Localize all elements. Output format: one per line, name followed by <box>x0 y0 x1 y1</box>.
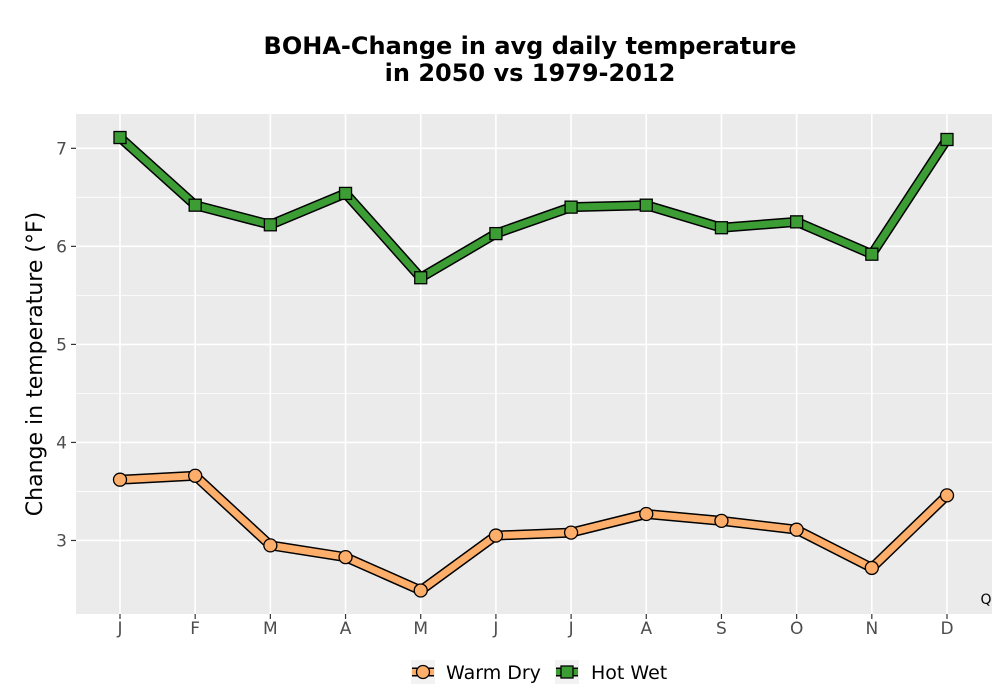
warm-dry-point <box>714 513 729 529</box>
x-tick-label: A <box>640 619 652 639</box>
hot-wet-point <box>489 226 503 241</box>
warm-dry-point <box>939 488 955 503</box>
hot-wet-legend-marker <box>560 665 574 679</box>
warm-dry-point <box>639 506 654 522</box>
series-layer <box>112 130 955 598</box>
x-tick-label: S <box>716 619 727 639</box>
x-tick-label: D <box>940 619 953 639</box>
y-tick-label: 4 <box>56 433 67 453</box>
hot-wet-line <box>116 134 951 282</box>
warm-dry-line <box>116 472 951 594</box>
x-tick-label: M <box>263 619 278 639</box>
warm-dry-legend-label: Warm Dry <box>446 662 541 684</box>
corner-label: Q <box>980 592 991 608</box>
x-tick-label: A <box>340 619 352 639</box>
warm-dry-point <box>488 528 504 543</box>
hot-wet-point <box>865 247 879 261</box>
x-tick-label: M <box>413 619 428 639</box>
x-tick-label: J <box>492 619 498 639</box>
hot-wet-point <box>414 271 428 285</box>
hot-wet-point <box>564 200 578 214</box>
chart-title-line-2: in 2050 vs 1979-2012 <box>385 59 676 87</box>
hot-wet-legend-label: Hot Wet <box>591 662 667 684</box>
hot-wet-point <box>338 186 353 201</box>
hot-wet-point <box>113 130 127 145</box>
warm-dry-point <box>188 468 203 483</box>
y-tick-label: 6 <box>56 237 67 257</box>
y-axis-label: Change in temperature (°F) <box>23 212 48 516</box>
y-tick-label: 3 <box>56 531 67 551</box>
warm-dry-point <box>338 549 353 565</box>
warm-dry-point <box>413 583 428 598</box>
y-tick-label: 5 <box>56 335 67 355</box>
hot-wet-point <box>263 218 278 232</box>
hot-wet-point <box>789 215 804 229</box>
x-tick-label: J <box>116 619 122 639</box>
x-tick-label: O <box>790 619 803 639</box>
warm-dry-point <box>789 522 804 537</box>
warm-dry-point <box>263 538 278 553</box>
y-tick-label: 7 <box>56 139 67 159</box>
hot-wet-point <box>714 221 729 235</box>
chart-title-line-1: BOHA-Change in avg daily temperature <box>264 32 797 60</box>
hot-wet-point <box>940 132 954 147</box>
warm-dry-point <box>112 472 128 487</box>
warm-dry-point <box>563 525 579 540</box>
x-tick-label: J <box>568 619 574 639</box>
hot-wet-point <box>188 198 202 212</box>
x-tick-label: F <box>190 619 200 639</box>
x-tick-label: N <box>865 619 878 639</box>
legend: Warm Dry Hot Wet <box>411 660 667 684</box>
warm-dry-legend-marker <box>415 664 431 680</box>
y-axis: 3 4 5 6 7 <box>56 139 76 551</box>
warm-dry-point <box>864 560 879 576</box>
hot-wet-point <box>639 198 653 212</box>
